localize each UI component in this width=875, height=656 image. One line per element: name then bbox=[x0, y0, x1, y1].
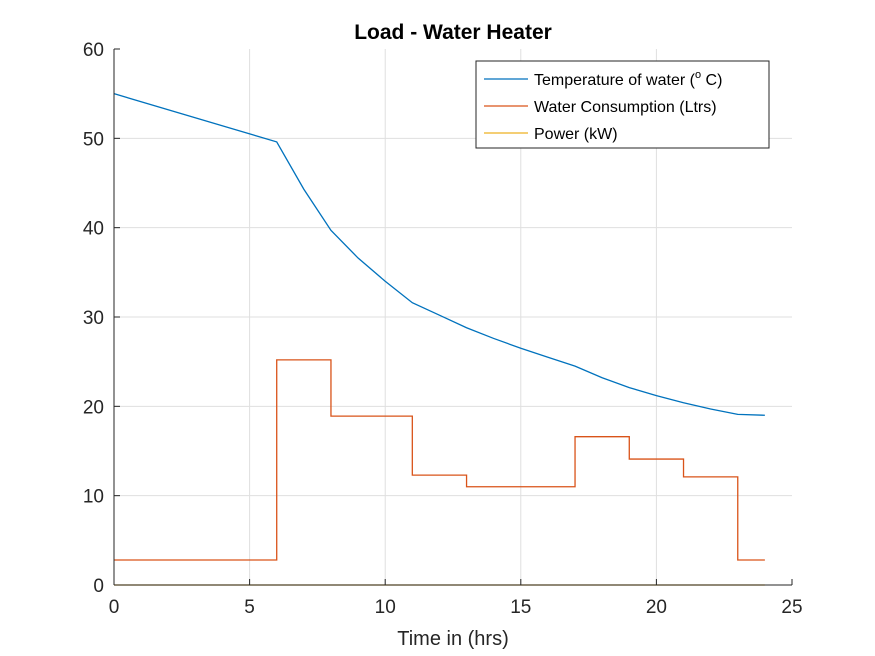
series-line-1 bbox=[114, 359, 765, 561]
x-tick-label-0: 0 bbox=[109, 597, 120, 618]
y-tick-label-0: 0 bbox=[93, 576, 104, 597]
y-tick-label-2: 20 bbox=[83, 397, 104, 418]
x-axis-label: Time in (hrs) bbox=[397, 628, 508, 650]
chart-title: Load - Water Heater bbox=[354, 21, 552, 44]
y-tick-label-4: 40 bbox=[83, 219, 104, 240]
x-tick-label-3: 15 bbox=[510, 597, 531, 618]
series-line-0 bbox=[113, 93, 765, 416]
y-tick-label-6: 60 bbox=[83, 40, 104, 61]
axes: 0 5 10 15 20 25 0 10 20 30 40 50 60 bbox=[83, 40, 803, 618]
y-tick-label-3: 30 bbox=[83, 308, 104, 329]
x-tick-label-4: 20 bbox=[646, 597, 667, 618]
y-tick-label-5: 50 bbox=[83, 129, 104, 150]
legend-entry-1: Water Consumption (Ltrs) bbox=[534, 99, 717, 116]
x-tick-label-2: 10 bbox=[375, 597, 396, 618]
legend-entry-2: Power (kW) bbox=[534, 126, 618, 143]
y-tick-label-1: 10 bbox=[83, 487, 104, 508]
legend: Temperature of water (o C) Water Consumpt… bbox=[475, 60, 770, 149]
x-tick-label-1: 5 bbox=[244, 597, 255, 618]
legend-entry-0: Temperature of water (o C) bbox=[534, 69, 722, 89]
x-tick-label-5: 25 bbox=[781, 597, 802, 618]
